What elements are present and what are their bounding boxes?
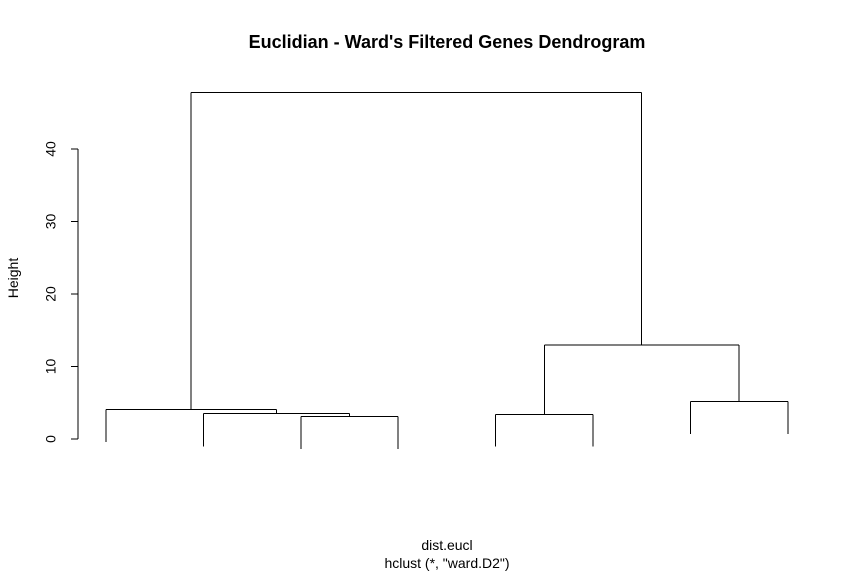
- y-axis: 0 10 20 30 40: [43, 141, 79, 443]
- y-tick-label: 40: [43, 141, 59, 157]
- y-tick-label: 10: [43, 359, 59, 375]
- dendrogram-tree: [105, 91, 789, 450]
- chart-title: Euclidian - Ward's Filtered Genes Dendro…: [249, 32, 646, 52]
- x-axis-sublabel: hclust (*, "ward.D2"): [384, 555, 509, 571]
- y-tick-label: 0: [43, 435, 59, 443]
- y-tick-label: 30: [43, 214, 59, 230]
- y-axis-label: Height: [5, 258, 21, 299]
- x-axis-label: dist.eucl: [421, 537, 472, 553]
- y-tick-label: 20: [43, 286, 59, 302]
